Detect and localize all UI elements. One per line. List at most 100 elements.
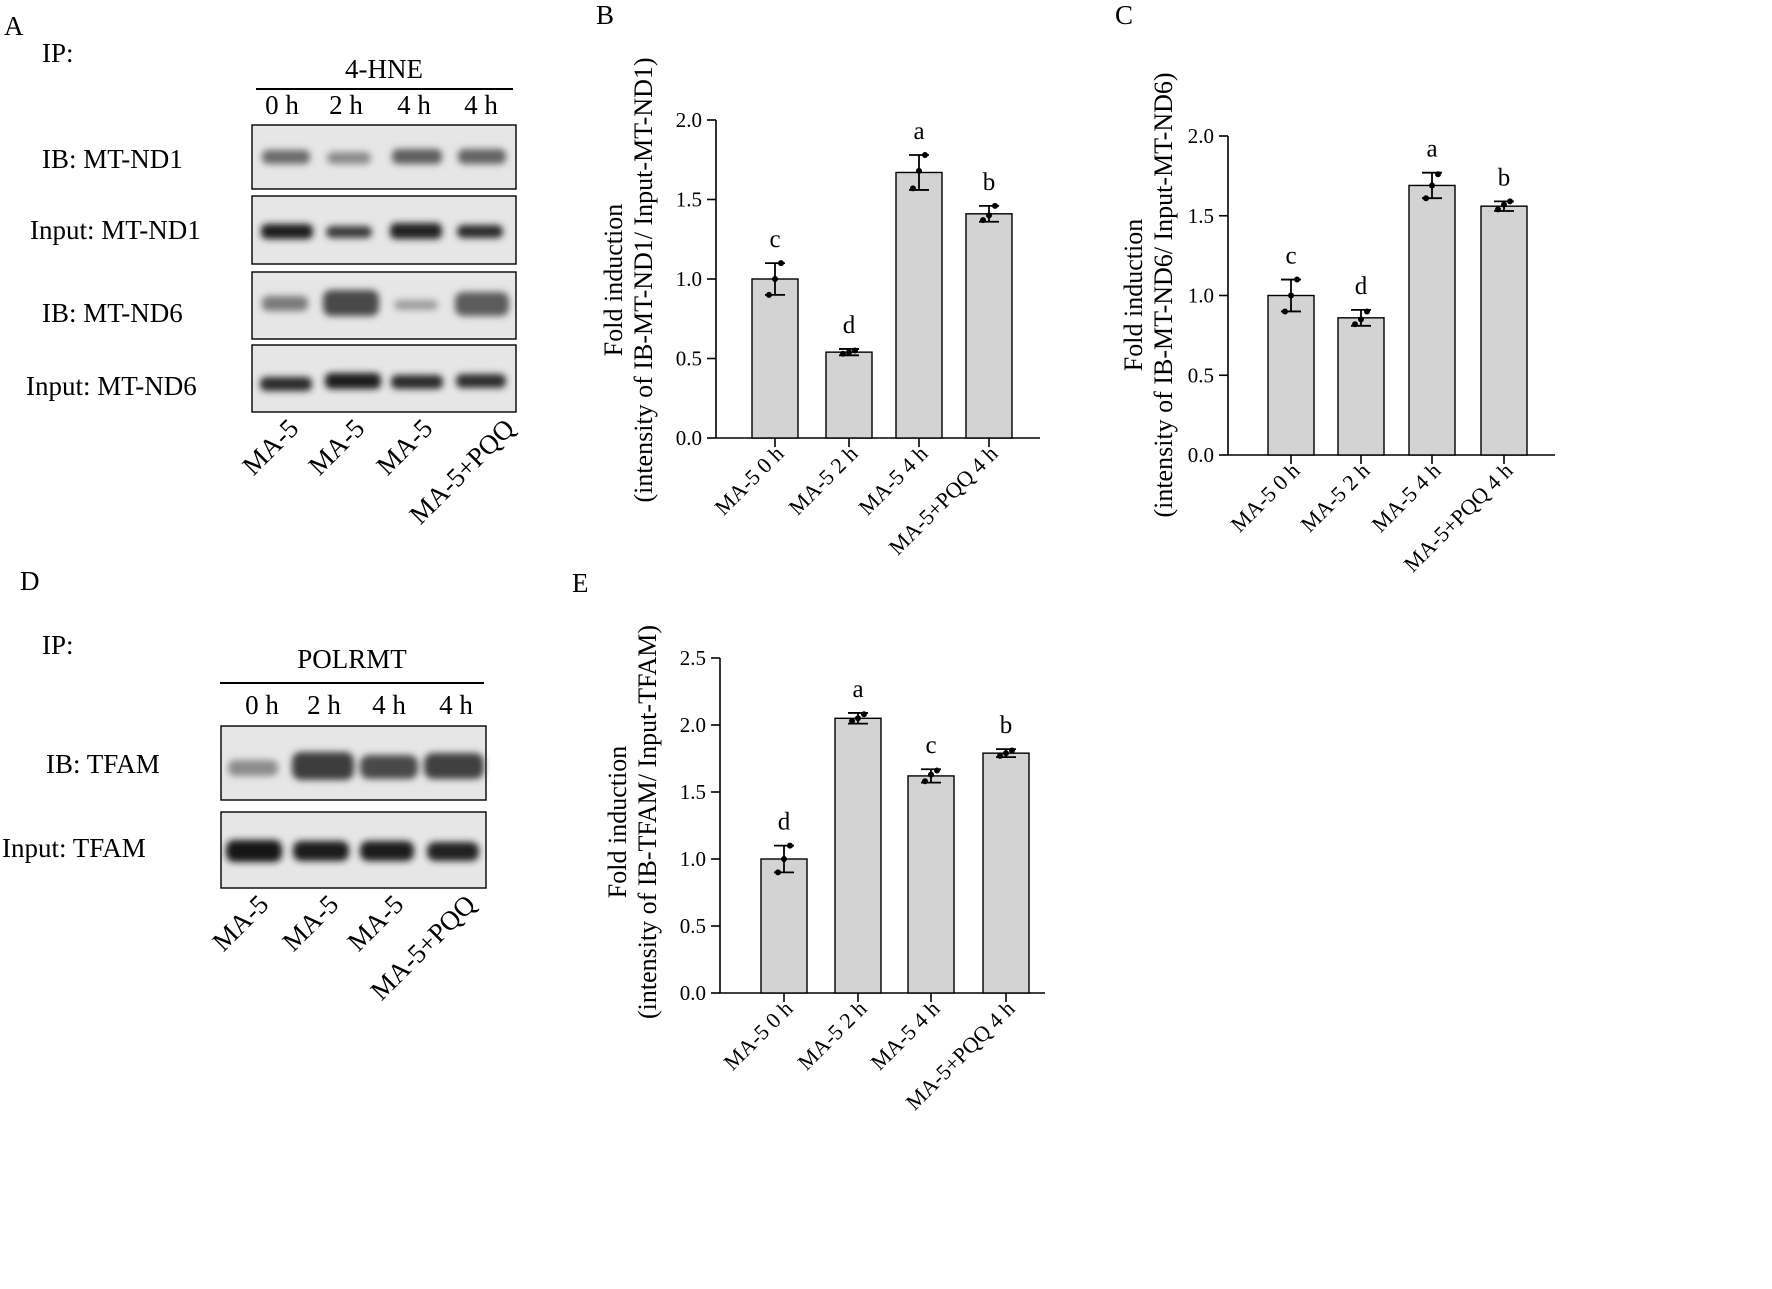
lane-label: MA-5: [206, 889, 274, 957]
data-point: [840, 350, 846, 357]
row-label-input-mt-nd6: Input: MT-ND6: [26, 371, 197, 401]
row-label-ib-mt-nd1: IB: MT-ND1: [42, 144, 183, 174]
data-point: [922, 151, 928, 158]
data-point: [986, 212, 992, 219]
bar: [834, 717, 882, 994]
lane-label: MA-5: [302, 413, 370, 481]
data-point: [934, 767, 940, 774]
panel-letter-d: D: [20, 566, 40, 596]
data-point: [992, 202, 998, 209]
significance-label: c: [925, 732, 936, 759]
data-point: [997, 752, 1003, 759]
data-point: [861, 711, 867, 718]
bands-input-mt-nd1: [261, 223, 503, 239]
data-point: [778, 260, 784, 267]
y-tick-label: 2.0: [676, 108, 702, 132]
y-tick-label: 2.0: [680, 713, 706, 737]
bar-chart-c: 0.0 0.5 1.0 1.5 2.0 Fold induction (intensity …: [1119, 72, 1555, 577]
data-point: [1009, 747, 1015, 754]
data-point: [846, 349, 852, 356]
lane-label: MA-5: [370, 413, 438, 481]
data-point: [1507, 198, 1513, 205]
time-label: 4 h: [397, 90, 431, 120]
bands-input-mt-nd6: [260, 373, 506, 391]
bands-ib-mt-nd1: [262, 149, 506, 164]
bar: [1408, 184, 1456, 456]
y-tick-label: 0.5: [676, 347, 702, 371]
x-category-label: MA-5 2 h: [792, 996, 871, 1075]
significance-label: a: [852, 676, 863, 703]
bar: [760, 858, 808, 994]
significance-label: d: [1355, 273, 1368, 300]
data-point: [916, 167, 922, 174]
y-axis-label: Fold induction: [603, 746, 632, 898]
x-category-label: MA-5 2 h: [783, 441, 862, 520]
significance-label: d: [778, 809, 791, 836]
data-point: [922, 778, 928, 785]
y-tick-label: 1.0: [680, 847, 706, 871]
data-point: [910, 185, 916, 192]
y-tick-label: 1.5: [1188, 204, 1214, 228]
time-labels-a: 0 h 2 h 4 h 4 h: [265, 90, 498, 120]
x-category-label: MA-5 2 h: [1295, 458, 1374, 537]
x-category-label: MA-5 0 h: [709, 441, 788, 520]
y-tick-label: 0.0: [676, 426, 702, 450]
time-label: 2 h: [329, 90, 363, 120]
data-point: [1495, 206, 1501, 213]
panel-d: D IP: POLRMT 0 h 2 h 4 h 4 h IB: TFAM In…: [2, 566, 487, 1006]
x-category-label: MA-5 0 h: [718, 996, 797, 1075]
bar: [1267, 294, 1315, 456]
data-point: [1358, 316, 1364, 323]
data-point: [781, 856, 787, 862]
y-axis-label-detail: (intensity of IB-MT-ND1/ Input-MT-ND1): [629, 57, 658, 502]
lane-label: MA-5: [276, 889, 344, 957]
panel-a: A IP: 4-HNE 0 h 2 h 4 h 4 h IB: MT-ND1 I…: [4, 11, 521, 530]
y-tick-label: 0.0: [680, 981, 706, 1005]
time-label: 2 h: [307, 690, 341, 720]
data-point: [980, 217, 986, 224]
y-axis-label-detail: (intensity of IB-TFAM/ Input-TFAM): [633, 625, 662, 1019]
data-point: [1003, 750, 1009, 757]
panel-letter-b: B: [596, 0, 614, 30]
data-point: [1435, 171, 1441, 178]
y-axis-label-detail: (intensity of IB-MT-ND6/ Input-MT-ND6): [1149, 72, 1178, 517]
bar: [751, 278, 799, 439]
significance-label: a: [913, 118, 924, 145]
data-point: [1288, 292, 1294, 299]
data-point: [852, 347, 858, 354]
bar: [907, 775, 955, 994]
bands-ib-mt-nd6: [262, 290, 509, 316]
y-tick-label: 0.5: [1188, 363, 1214, 387]
significance-label: a: [1426, 136, 1437, 163]
data-point: [766, 291, 772, 298]
bar: [965, 213, 1013, 439]
antibody-label-polrmt: POLRMT: [297, 644, 407, 674]
bar: [982, 752, 1030, 994]
time-label: 4 h: [372, 690, 406, 720]
y-tick-label: 1.5: [680, 780, 706, 804]
y-tick-label: 1.5: [676, 188, 702, 212]
data-point: [1423, 195, 1429, 202]
bands-input-tfam: [226, 840, 479, 862]
row-label-input-tfam: Input: TFAM: [2, 833, 146, 863]
ip-label-d: IP:: [42, 630, 74, 660]
panel-letter-e: E: [572, 568, 589, 598]
y-tick-label: 0.5: [680, 914, 706, 938]
data-point: [1501, 201, 1507, 208]
data-point: [1364, 308, 1370, 315]
x-category-label: MA-5 4 h: [865, 996, 944, 1075]
panel-letter-c: C: [1115, 0, 1133, 30]
ip-label-a: IP:: [42, 38, 74, 68]
data-point: [1429, 182, 1435, 189]
time-label: 4 h: [439, 690, 473, 720]
time-label: 0 h: [245, 690, 279, 720]
data-point: [1282, 308, 1288, 315]
lane-label: MA-5: [341, 889, 409, 957]
y-tick-label: 0.0: [1188, 443, 1214, 467]
bar: [895, 171, 943, 439]
bar: [1480, 205, 1528, 456]
data-point: [855, 715, 861, 722]
y-axis-label: Fold induction: [1119, 219, 1148, 371]
x-category-label: MA-5 0 h: [1225, 458, 1304, 537]
